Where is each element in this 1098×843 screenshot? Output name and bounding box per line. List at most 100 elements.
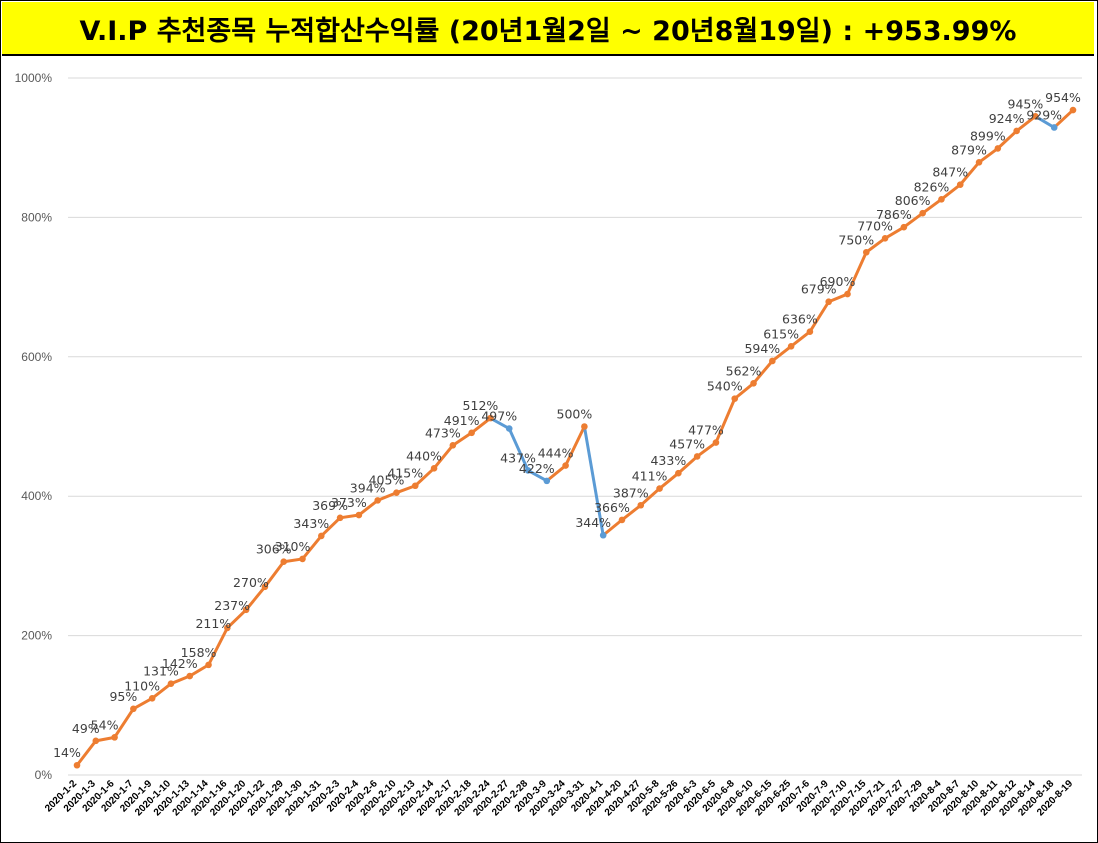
line-segment [977,146,1000,164]
data-point [844,290,851,298]
data-point [186,672,194,680]
line-segment [864,236,887,254]
data-label: 343% [293,516,329,531]
data-label: 344% [575,515,611,530]
data-point [1069,106,1077,114]
data-label: 477% [688,423,724,438]
line-segment [789,330,812,348]
data-point [318,532,325,540]
data-point [637,501,645,509]
line-segment [357,498,380,517]
data-label: 594% [744,341,780,356]
data-label: 879% [951,142,987,157]
data-label: 615% [763,326,799,341]
line-segment [207,626,229,667]
y-tick-label: 800% [21,210,52,224]
data-label: 562% [726,363,762,378]
data-label: 636% [782,312,818,327]
data-label: 14% [53,745,81,760]
line-segment [150,682,173,700]
line-segment [827,292,849,304]
data-label: 142% [162,656,198,671]
data-label: 444% [538,446,574,461]
data-point [806,328,814,336]
line-segment [733,381,756,401]
title-banner: V.I.P 추천종목 누적합산수익률 (20년1월2일 ~ 20년8월19일) … [2,2,1094,56]
data-label: 440% [406,448,442,463]
data-label: 422% [519,461,555,476]
data-label: 826% [914,179,950,194]
line-segment [601,518,624,537]
data-label: 131% [143,664,179,679]
data-label: 54% [91,717,119,732]
data-label: 929% [1026,107,1062,122]
series-lines [75,108,1075,767]
data-point [618,516,626,524]
data-point [336,514,344,522]
line-segment [958,160,981,187]
line-segment [1015,114,1037,133]
data-label: 491% [444,413,480,428]
data-label: 945% [1008,96,1044,111]
data-point [900,223,908,231]
x-axis: 2020-1-22020-1-32020-1-62020-1-72020-1-9… [43,778,1075,818]
data-point [769,357,776,365]
data-labels: 14% 49%54% 95%110%131%142%158% 211% 237% 270%… [53,90,1081,760]
data-point [825,298,832,306]
line-segment [658,471,680,491]
data-point [148,695,156,702]
data-point [449,442,457,449]
data-label: 954% [1045,90,1081,105]
data-point [280,558,288,566]
line-segment [714,397,737,445]
line-segment [526,468,549,483]
line-segment [939,183,962,201]
data-point [787,343,795,350]
data-point [938,195,945,203]
data-point [881,235,889,242]
data-label: 899% [970,128,1006,143]
data-label: 387% [613,485,649,500]
line-segment [131,696,154,711]
line-segment [695,441,718,458]
line-segment [75,739,98,767]
line-segment [413,466,436,488]
line-segment [432,443,455,470]
data-label: 366% [594,500,630,515]
data-label: 433% [650,453,686,468]
data-point [111,734,118,741]
data-label: 847% [932,165,968,180]
data-point [731,395,739,402]
line-segment [1033,114,1056,129]
y-tick-label: 600% [21,350,52,364]
data-point [1050,124,1058,131]
data-label: 924% [989,111,1025,126]
data-point [411,482,419,490]
line-segment [639,487,662,507]
line-segment [225,608,248,630]
data-point [693,453,701,460]
line-segment [883,225,906,240]
y-axis: 0% 200% 400% 600% 800% 1000% [15,71,53,782]
line-segment [921,197,943,215]
data-point [468,429,475,437]
line-segment [169,674,192,686]
line-segment [996,129,1019,150]
data-point [543,477,551,485]
line-segment [301,534,323,561]
data-label: 306% [256,542,292,557]
data-point [599,531,607,539]
line-segment [752,359,774,385]
line-segment [376,491,398,502]
data-point [505,425,513,432]
data-label: 394% [350,480,386,495]
data-point [130,705,137,713]
chart-title: V.I.P 추천종목 누적합산수익률 (20년1월2일 ~ 20년8월19일) … [79,15,1017,47]
line-segment [676,454,699,475]
data-point [919,209,926,217]
y-tick-label: 400% [21,489,52,503]
line-segment [545,464,568,483]
line-segment [244,585,267,612]
line-segment [1052,108,1075,129]
